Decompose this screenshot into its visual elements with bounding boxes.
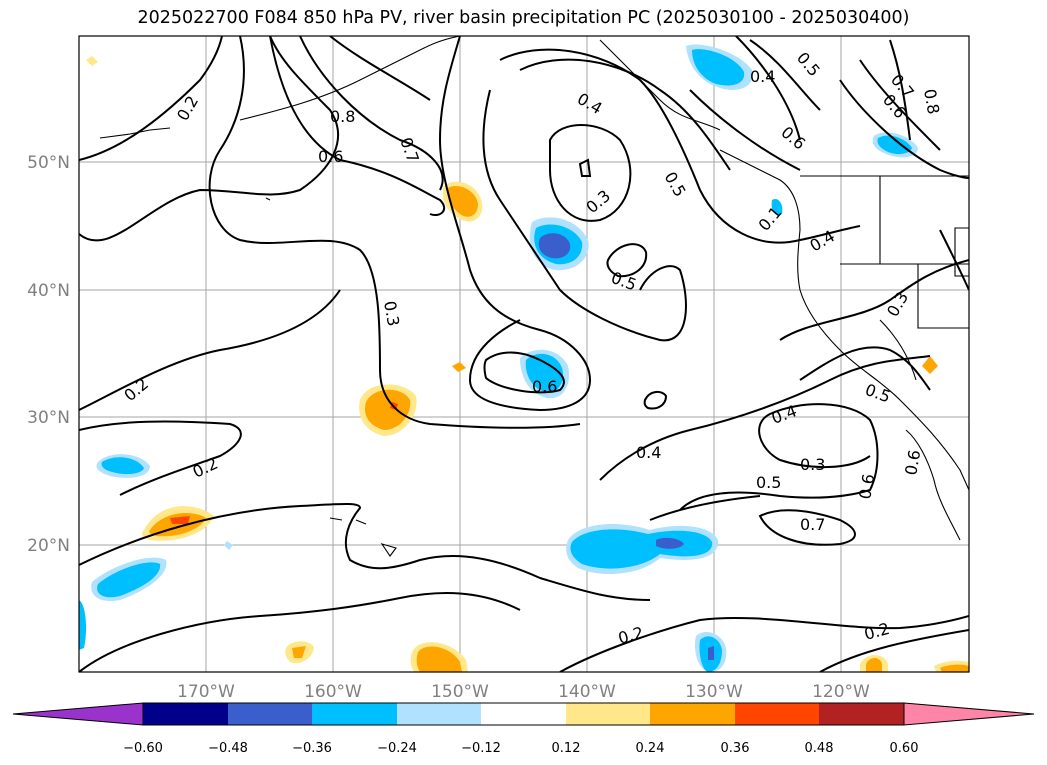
colorbar-swatch xyxy=(650,703,735,725)
lat-label: 20°N xyxy=(27,536,70,556)
colorbar-swatch xyxy=(566,703,650,725)
longitude-labels: 170°W 160°W 150°W 140°W 130°W 120°W xyxy=(177,682,870,702)
colorbar-tick: 0.48 xyxy=(805,741,834,756)
contour-label: 0.4 xyxy=(750,67,775,86)
colorbar-tick: −0.48 xyxy=(208,741,248,756)
lat-label: 50°N xyxy=(27,153,70,173)
contour-label: 0.7 xyxy=(800,515,825,534)
colorbar-swatch xyxy=(481,703,566,725)
lon-label: 150°W xyxy=(431,682,489,702)
contour-label: 0.8 xyxy=(920,87,943,115)
lat-label: 40°N xyxy=(27,281,70,301)
contour-label: 0.6 xyxy=(901,448,924,476)
colorbar-swatch xyxy=(143,703,228,725)
colorbar-swatch xyxy=(819,703,904,725)
contour-label: 0.3 xyxy=(380,299,403,327)
colorbar-tick: −0.60 xyxy=(123,741,163,756)
contour-label: 0.3 xyxy=(800,455,825,474)
contour-label: 0.8 xyxy=(330,107,355,126)
colorbar-tick: 0.36 xyxy=(721,741,750,756)
colorbar-extend-max xyxy=(903,702,1035,726)
colorbar-tick: 0.24 xyxy=(636,741,665,756)
colorbar-swatch xyxy=(735,703,819,725)
lon-label: 120°W xyxy=(812,682,870,702)
contour-label: 0.6 xyxy=(532,377,557,396)
contour-label: 0.4 xyxy=(636,443,661,462)
lon-label: 140°W xyxy=(558,682,616,702)
map-frame xyxy=(78,35,970,673)
colorbar-tick: 0.60 xyxy=(890,741,919,756)
colorbar-tick: 0.12 xyxy=(552,741,581,756)
pv-contours xyxy=(79,36,969,672)
latitude-labels: 50°N 40°N 30°N 20°N xyxy=(27,153,70,556)
lon-label: 160°W xyxy=(304,682,362,702)
coastlines xyxy=(99,36,969,557)
colorbar-tick: −0.36 xyxy=(292,741,332,756)
colorbar: −0.60 −0.48 −0.36 −0.24 −0.12 0.12 0.24 … xyxy=(12,702,1035,756)
contour-label: 0.6 xyxy=(318,147,343,166)
colorbar-tick: −0.24 xyxy=(377,741,417,756)
colorbar-swatch xyxy=(312,703,397,725)
contour-label: 0.5 xyxy=(756,473,781,492)
colorbar-extend-min xyxy=(12,702,144,726)
colorbar-tick: −0.12 xyxy=(461,741,501,756)
contour-label: 0.6 xyxy=(855,472,878,500)
map-title: 2025022700 F084 850 hPa PV, river basin … xyxy=(137,8,910,28)
colorbar-swatch xyxy=(397,703,481,725)
lon-label: 170°W xyxy=(177,682,235,702)
lat-label: 30°N xyxy=(27,408,70,428)
colorbar-swatch xyxy=(228,703,312,725)
precipitation-shading xyxy=(79,44,969,672)
lon-label: 130°W xyxy=(685,682,743,702)
